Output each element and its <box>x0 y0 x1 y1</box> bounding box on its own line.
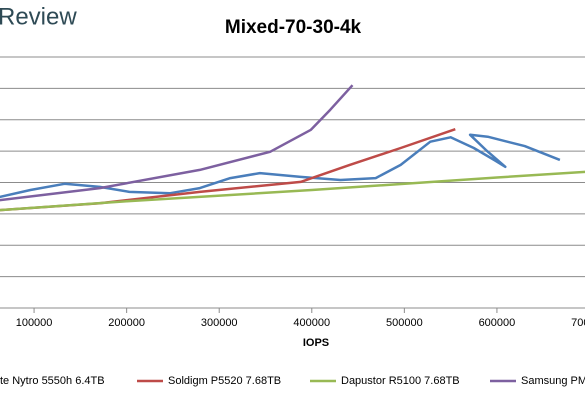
series-line <box>0 84 354 202</box>
legend-label: te Nytro 5550h 6.4TB <box>0 375 105 387</box>
x-tick-label: 100000 <box>16 317 53 329</box>
x-tick-label: 300000 <box>201 317 238 329</box>
x-tick-label: 500000 <box>386 317 423 329</box>
x-tick-label: 400000 <box>293 317 330 329</box>
x-tick-label: 700000 <box>571 317 585 329</box>
x-tick-label: 200000 <box>108 317 145 329</box>
chart-title: Mixed-70-30-4k <box>225 17 362 38</box>
series-line <box>0 170 585 212</box>
series-line <box>0 128 456 212</box>
x-tick-label: 600000 <box>479 317 516 329</box>
legend-label: Dapustor R5100 7.68TB <box>341 375 460 387</box>
legend-label: Soldigm P5520 7.68TB <box>168 375 281 387</box>
x-axis-label: IOPS <box>303 337 329 349</box>
legend-label: Samsung PM <box>521 375 585 387</box>
brand-logo: Review <box>0 3 77 30</box>
series-line <box>0 133 561 199</box>
